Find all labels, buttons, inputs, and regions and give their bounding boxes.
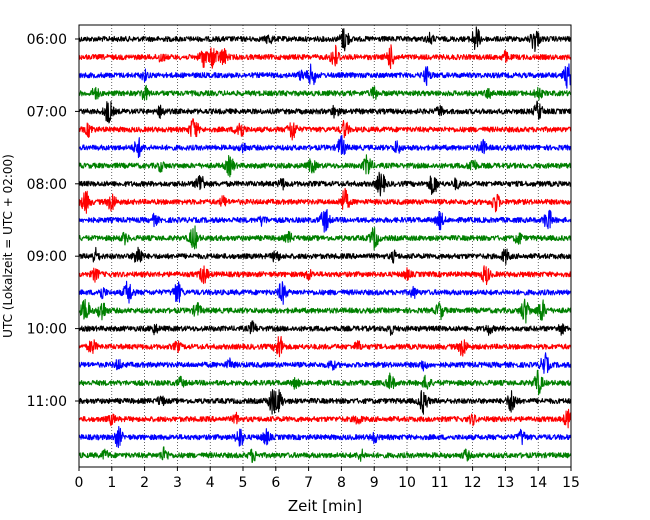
trace-1045 — [78, 369, 572, 396]
trace-0715 — [78, 118, 572, 141]
trace-0630 — [78, 63, 572, 89]
x-tick-label-0: 0 — [75, 475, 84, 491]
y-axis-label: UTC (Lokalzeit = UTC + 02:00) — [1, 154, 15, 338]
x-tick-label-14: 14 — [529, 475, 547, 491]
trace-0730 — [78, 134, 572, 159]
y-tick-label-06:00: 06:00 — [27, 32, 67, 48]
trace-1145 — [78, 446, 572, 463]
x-axis-label: Zeit [min] — [288, 497, 362, 515]
x-tick-label-6: 6 — [271, 475, 280, 491]
x-tick-label-11: 11 — [431, 475, 449, 491]
y-axis-ticks: 06:00 07:00 08:00 09:00 10:00 11:00 — [27, 32, 79, 410]
y-tick-label-09:00: 09:00 — [27, 249, 67, 265]
trace-1015 — [78, 335, 572, 358]
x-tick-label-13: 13 — [496, 475, 514, 491]
x-tick-label-9: 9 — [370, 475, 379, 491]
trace-0930 — [78, 280, 572, 305]
x-axis-ticks: 0 1 2 3 4 5 6 7 8 9 10 11 12 13 14 15 — [75, 467, 580, 491]
trace-0915 — [78, 265, 572, 286]
x-tick-label-7: 7 — [304, 475, 313, 491]
trace-1130 — [78, 426, 572, 449]
x-tick-label-12: 12 — [464, 475, 482, 491]
trace-0600 — [78, 26, 572, 53]
plot-frame — [78, 24, 572, 468]
x-tick-label-2: 2 — [140, 475, 149, 491]
x-tick-label-8: 8 — [337, 475, 346, 491]
x-tick-label-10: 10 — [398, 475, 416, 491]
y-tick-label-08:00: 08:00 — [27, 177, 67, 193]
x-tick-label-3: 3 — [173, 475, 182, 491]
trace-0830 — [78, 208, 572, 233]
trace-0700 — [78, 100, 572, 124]
trace-0800 — [78, 171, 572, 197]
trace-1000 — [78, 320, 572, 336]
trace-1030 — [78, 352, 572, 374]
trace-0745 — [78, 154, 572, 178]
trace-1115 — [78, 408, 572, 429]
x-tick-label-1: 1 — [107, 475, 116, 491]
trace-lines — [78, 26, 572, 463]
trace-0900 — [78, 246, 572, 265]
y-tick-label-10:00: 10:00 — [27, 322, 67, 338]
trace-0845 — [78, 225, 572, 251]
x-tick-label-4: 4 — [206, 475, 215, 491]
x-tick-label-5: 5 — [239, 475, 248, 491]
trace-1100 — [78, 389, 572, 415]
trace-0615 — [78, 44, 572, 70]
x-tick-label-15: 15 — [562, 475, 580, 491]
trace-0945 — [78, 298, 572, 324]
trace-0815 — [78, 187, 572, 214]
trace-0645 — [78, 84, 572, 101]
y-tick-label-11:00: 11:00 — [27, 394, 67, 410]
y-tick-label-07:00: 07:00 — [27, 104, 67, 120]
